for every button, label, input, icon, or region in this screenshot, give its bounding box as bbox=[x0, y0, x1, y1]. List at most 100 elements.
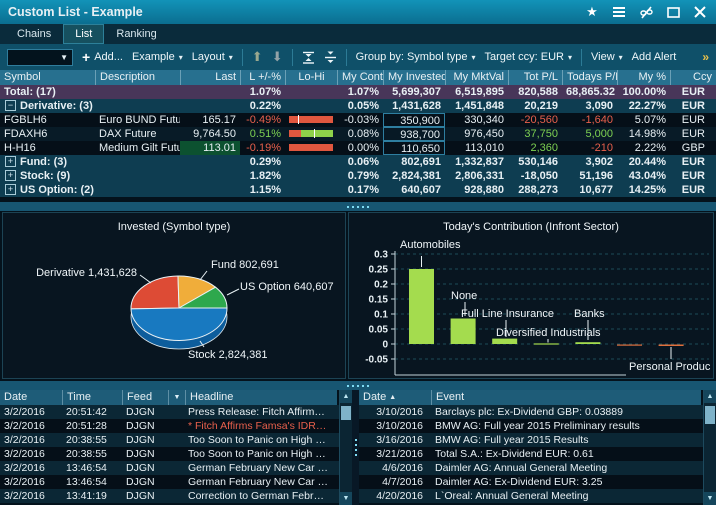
bar-full-line-insurance bbox=[492, 338, 518, 344]
position-row-us-option-2-[interactable]: + US Option: (2) 1.15% 0.17% 640,607 928,880 2… bbox=[0, 183, 716, 197]
plus-icon: + bbox=[82, 49, 91, 65]
column-header-contr[interactable]: My Contr bbox=[337, 70, 383, 85]
position-row-h-h16[interactable]: H-H16 Medium Gilt Future113.01 -0.19% 0.00%… bbox=[0, 141, 716, 155]
bottom-area: Date Time Feed ▼ Headline 3/2/2016 20:51:42 DJG… bbox=[0, 390, 716, 505]
column-header-ccy[interactable]: Ccy bbox=[670, 70, 716, 85]
position-row-derivative-3-[interactable]: − Derivative: (3) 0.22% 0.05% 1,431,628 1,451… bbox=[0, 99, 716, 113]
add-alert-button[interactable]: Add Alert bbox=[631, 51, 677, 63]
scroll-thumb[interactable] bbox=[341, 406, 351, 420]
event-row[interactable]: 4/7/2016 Daimler AG: Ex-Dividend EUR: 3.2… bbox=[359, 475, 716, 489]
close-icon[interactable] bbox=[692, 4, 708, 20]
column-header-todaypl[interactable]: Todays P/L bbox=[562, 70, 617, 85]
event-row[interactable]: 3/16/2016 BMW AG: Full year 2015 Results bbox=[359, 433, 716, 447]
vertical-splitter[interactable] bbox=[352, 390, 359, 505]
news-row[interactable]: 3/2/2016 20:38:55 DJGN Too Soon to Panic on… bbox=[0, 433, 352, 447]
column-header-description[interactable]: Description bbox=[95, 70, 180, 85]
scroll-thumb[interactable] bbox=[705, 406, 715, 424]
event-row[interactable]: 3/10/2016 BMW AG: Full year 2015 Prelimin… bbox=[359, 419, 716, 433]
column-header-symbol[interactable]: Symbol bbox=[0, 70, 95, 85]
news-column-header-time[interactable]: Time bbox=[62, 390, 122, 405]
move-down-button[interactable]: ⬇ bbox=[271, 49, 283, 64]
vertical-scrollbar[interactable]: ▲ ▼ bbox=[339, 390, 352, 505]
events-header-row: Date ▲ Event bbox=[359, 390, 716, 405]
column-header-last[interactable]: Last bbox=[180, 70, 240, 85]
symbol-search-combo[interactable]: ▼ bbox=[7, 48, 73, 66]
symbol-label: Total: (17) bbox=[4, 86, 56, 98]
column-header-lohi[interactable]: Lo-Hi bbox=[285, 70, 337, 85]
expand-group-icon[interactable]: + bbox=[5, 156, 16, 167]
event-row[interactable]: 3/21/2016 Total S.A.: Ex-Dividend EUR: 0.… bbox=[359, 447, 716, 461]
news-column-header-feed[interactable]: Feed bbox=[122, 390, 168, 405]
events-column-header-event[interactable]: Event bbox=[431, 390, 701, 405]
news-column-header-headline[interactable]: Headline bbox=[185, 390, 337, 405]
menu-icon[interactable] bbox=[611, 4, 627, 20]
feed-filter-icon[interactable]: ▼ bbox=[168, 390, 185, 405]
column-header-totpl[interactable]: Tot P/L bbox=[508, 70, 562, 85]
position-row-fund-3-[interactable]: + Fund: (3) 0.29% 0.06% 802,691 1,332,837 530,… bbox=[0, 155, 716, 169]
event-description: Total S.A.: Ex-Dividend EUR: 0.61 bbox=[435, 448, 594, 460]
column-header-mktval[interactable]: My MktVal bbox=[445, 70, 508, 85]
symbol-label: US Option: (2) bbox=[20, 184, 94, 196]
maximize-icon[interactable] bbox=[665, 4, 681, 20]
horizontal-splitter-bottom[interactable] bbox=[0, 381, 716, 390]
toolbar-overflow-button[interactable]: » bbox=[702, 50, 709, 64]
add-button[interactable]: + Add... bbox=[82, 49, 123, 65]
tab-chains[interactable]: Chains bbox=[17, 28, 52, 40]
pie-label-stock: Stock 2,824,381 bbox=[188, 349, 268, 361]
column-header-invested[interactable]: My Invested bbox=[383, 70, 445, 85]
expand-group-icon[interactable]: + bbox=[5, 184, 16, 195]
collapse-all-button[interactable] bbox=[324, 51, 337, 64]
event-row[interactable]: 4/20/2016 L`Oreal: Annual General Meeting bbox=[359, 489, 716, 503]
event-date: 3/16/2016 bbox=[376, 434, 423, 446]
news-date: 3/2/2016 bbox=[4, 448, 45, 460]
ccy-value: EUR bbox=[681, 86, 705, 98]
group-by-button[interactable]: Group by: Symbol type ▾ bbox=[355, 51, 476, 63]
bar-chart-panel: Today's Contribution (Infront Sector) 0.… bbox=[348, 212, 714, 379]
position-row-fgblh6[interactable]: FGBLH6 Euro BUND Future 165.17 -0.49% -0.03%… bbox=[0, 113, 716, 127]
news-row[interactable]: 3/2/2016 13:41:19 DJGN Correction to German… bbox=[0, 489, 352, 503]
expand-all-button[interactable] bbox=[302, 51, 315, 64]
layout-menu-button[interactable]: Layout ▾ bbox=[191, 51, 233, 63]
tab-list[interactable]: List bbox=[63, 24, 105, 44]
link-off-icon[interactable] bbox=[638, 4, 654, 20]
scroll-up-button[interactable]: ▲ bbox=[340, 390, 352, 403]
chg-value: 0.51% bbox=[249, 128, 281, 140]
scroll-down-button[interactable]: ▼ bbox=[340, 492, 352, 505]
position-row-stock-9-[interactable]: + Stock: (9) 1.82% 0.79% 2,824,381 2,806,331 -… bbox=[0, 169, 716, 183]
tab-ranking[interactable]: Ranking bbox=[116, 28, 157, 40]
news-row[interactable]: 3/2/2016 20:38:55 DJGN Too Soon to Panic on… bbox=[0, 447, 352, 461]
news-row[interactable]: 3/2/2016 13:46:54 DJGN German February New … bbox=[0, 461, 352, 475]
news-row[interactable]: 3/2/2016 13:46:54 DJGN German February New … bbox=[0, 475, 352, 489]
bar-automobiles bbox=[409, 269, 434, 344]
target-ccy-button[interactable]: Target ccy: EUR ▾ bbox=[484, 51, 572, 63]
scroll-up-button[interactable]: ▲ bbox=[704, 390, 716, 403]
vertical-scrollbar[interactable]: ▲ ▼ bbox=[703, 390, 716, 505]
event-row[interactable]: 3/10/2016 Barclays plc: Ex-Dividend GBP: … bbox=[359, 405, 716, 419]
horizontal-splitter-top[interactable] bbox=[0, 202, 716, 211]
scroll-down-button[interactable]: ▼ bbox=[704, 492, 716, 505]
events-column-header-date[interactable]: Date ▲ bbox=[359, 390, 431, 405]
column-header-chg[interactable]: L +/-% bbox=[240, 70, 285, 85]
collapse-group-icon[interactable]: − bbox=[5, 100, 16, 111]
news-row[interactable]: 3/2/2016 20:51:28 DJGN * Fitch Affirms Fams… bbox=[0, 419, 352, 433]
mypct-value: 2.22% bbox=[634, 142, 666, 154]
news-row[interactable]: 3/2/2016 20:51:42 DJGN Press Release: Fitch… bbox=[0, 405, 352, 419]
event-date: 4/7/2016 bbox=[382, 476, 423, 488]
news-column-header-date[interactable]: Date bbox=[0, 390, 62, 405]
news-headline: Correction to German Febr… bbox=[188, 490, 324, 502]
symbol-label: Stock: (9) bbox=[20, 170, 71, 182]
position-row-fdaxh6[interactable]: FDAXH6 DAX Future 9,764.50 0.51% 0.08% 938,70… bbox=[0, 127, 716, 141]
bar-none bbox=[450, 318, 476, 344]
mypct-value: 5.07% bbox=[634, 114, 666, 126]
example-menu-button[interactable]: Example ▾ bbox=[131, 51, 183, 63]
favorite-star-icon[interactable]: ★ bbox=[586, 4, 598, 19]
position-row-total-17-[interactable]: Total: (17) 1.07% 1.07% 5,699,307 6,519,895 8… bbox=[0, 85, 716, 99]
event-row[interactable]: 4/6/2016 Daimler AG: Annual General Meeti… bbox=[359, 461, 716, 475]
news-header-row: Date Time Feed ▼ Headline bbox=[0, 390, 352, 405]
view-menu-button[interactable]: View ▾ bbox=[591, 51, 623, 63]
column-header-mypct[interactable]: My % bbox=[617, 70, 670, 85]
mypct-value: 100.00% bbox=[622, 86, 666, 98]
invested-value: 1,431,628 bbox=[392, 100, 441, 112]
move-up-button[interactable]: ⬆ bbox=[251, 49, 263, 64]
expand-group-icon[interactable]: + bbox=[5, 170, 16, 181]
